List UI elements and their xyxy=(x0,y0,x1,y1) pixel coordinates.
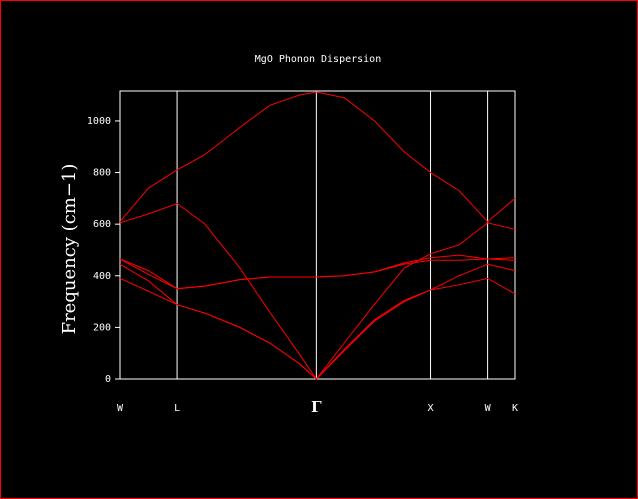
x-tick-label: W xyxy=(117,403,124,414)
y-tick-label: 200 xyxy=(93,322,111,333)
y-tick-label: 1000 xyxy=(87,116,111,127)
x-tick-label: W xyxy=(485,403,492,414)
chart-title: MgO Phonon Dispersion xyxy=(255,54,381,65)
x-tick-label: X xyxy=(428,403,434,414)
dispersion-branch xyxy=(119,91,516,223)
y-tick-label: 400 xyxy=(93,271,111,282)
x-tick-label: K xyxy=(512,403,518,414)
x-tick-label: L xyxy=(174,403,180,414)
dispersion-branch xyxy=(119,258,516,290)
x-tick-label: Γ xyxy=(311,398,322,416)
y-tick-label: 0 xyxy=(105,374,111,385)
y-tick-label: 800 xyxy=(93,168,111,179)
dispersion-branch xyxy=(119,202,516,380)
y-tick-label: 600 xyxy=(93,219,111,230)
y-axis-label: Frequency (cm−1) xyxy=(59,164,80,335)
